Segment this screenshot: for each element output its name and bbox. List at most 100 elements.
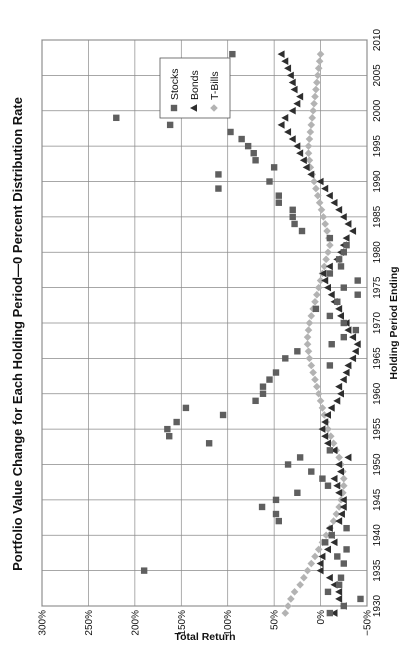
data-point-diamond — [339, 481, 348, 490]
data-point-square — [335, 581, 343, 588]
data-point-square — [324, 588, 332, 596]
x-tick-label: 2005 — [372, 64, 383, 87]
data-point-square — [275, 192, 282, 199]
data-point-diamond — [315, 57, 324, 66]
data-point-triangle — [281, 114, 289, 122]
legend-label: Bonds — [189, 70, 201, 100]
data-point-diamond — [315, 198, 324, 207]
data-point-triangle — [337, 312, 344, 320]
data-point-square — [166, 121, 174, 129]
data-point-diamond — [311, 297, 319, 306]
data-point-triangle — [335, 382, 343, 391]
data-point-triangle — [321, 432, 329, 440]
data-point-diamond — [304, 326, 313, 334]
data-point-triangle — [337, 467, 344, 476]
x-axis: 1930 1935 1940 1945 1950 1955 1960 1965 1970 1975… — [372, 28, 383, 617]
data-point-square — [275, 199, 282, 206]
data-point-diamond — [313, 78, 321, 87]
data-point-diamond — [316, 276, 325, 285]
x-tick-label: 1930 — [372, 594, 383, 617]
data-point-square — [282, 355, 289, 362]
data-point-diamond — [309, 106, 317, 115]
y-tick-label: 300% — [38, 610, 49, 636]
data-point-diamond — [319, 213, 328, 221]
data-point-triangle — [339, 375, 347, 384]
data-point-square — [219, 411, 227, 419]
data-point-triangle — [327, 404, 335, 412]
data-point-diamond — [322, 255, 330, 264]
data-point-square — [326, 362, 334, 369]
data-point-triangle — [333, 397, 341, 405]
data-point-diamond — [304, 347, 313, 356]
data-point-triangle — [286, 71, 294, 80]
data-point-diamond — [296, 580, 304, 589]
chart-rotated: Portfolio Value Change for Each Holding … — [10, 28, 400, 643]
data-point-square — [270, 164, 278, 171]
series-bonds — [277, 50, 361, 617]
y-axis: 300% 250% 200% 150% 100% 50% 0% −50% — [38, 610, 374, 636]
x-tick-label: 1960 — [372, 382, 383, 405]
data-point-square — [252, 397, 259, 405]
data-point-diamond — [323, 227, 331, 235]
data-point-triangle — [342, 234, 350, 242]
data-point-triangle — [330, 538, 338, 547]
x-tick-label: 1975 — [372, 276, 383, 299]
data-point-triangle — [339, 496, 347, 504]
data-point-triangle — [330, 198, 338, 207]
data-point-triangle — [281, 57, 289, 66]
data-point-triangle — [344, 453, 352, 462]
x-tick-label: 1945 — [372, 488, 383, 511]
data-point-triangle — [324, 411, 331, 419]
data-point-diamond — [313, 382, 321, 391]
data-point-square — [326, 270, 334, 277]
data-point-square — [340, 249, 347, 256]
data-point-square — [215, 185, 222, 192]
plot-area — [41, 39, 368, 617]
data-point-diamond — [324, 248, 332, 257]
data-point-triangle — [335, 588, 343, 596]
data-point-diamond — [332, 510, 341, 518]
x-tick-label: 1995 — [372, 135, 383, 158]
data-point-square — [166, 432, 173, 440]
data-point-triangle — [321, 276, 329, 285]
data-point-diamond — [324, 425, 332, 433]
data-point-triangle — [335, 595, 343, 603]
data-point-triangle — [319, 269, 327, 278]
data-point-triangle — [344, 326, 352, 334]
data-point-square — [326, 447, 334, 454]
data-point-triangle — [325, 191, 333, 200]
x-tick-label: 1990 — [372, 170, 383, 193]
data-point-triangle — [325, 524, 333, 532]
data-point-diamond — [305, 354, 314, 363]
data-point-diamond — [305, 135, 314, 143]
data-point-square — [140, 567, 148, 574]
data-point-square — [244, 142, 252, 150]
data-point-square — [326, 609, 334, 617]
data-point-square — [113, 114, 120, 122]
legend-label: Stocks — [169, 68, 181, 100]
data-point-diamond — [313, 290, 321, 299]
data-point-diamond — [335, 453, 343, 462]
data-point-square — [266, 376, 273, 383]
data-point-diamond — [305, 156, 314, 165]
data-point-triangle — [325, 573, 333, 582]
data-point-triangle — [324, 545, 331, 554]
data-point-square — [289, 213, 296, 221]
data-point-diamond — [309, 368, 317, 377]
data-point-triangle — [284, 128, 292, 136]
data-point-diamond — [317, 206, 326, 214]
data-point-square — [266, 178, 273, 185]
data-point-diamond — [310, 177, 318, 186]
data-point-diamond — [312, 85, 320, 94]
data-point-square — [328, 532, 335, 539]
data-point-triangle — [318, 552, 326, 561]
data-point-square — [215, 171, 222, 178]
data-point-diamond — [311, 92, 319, 101]
data-point-square — [182, 404, 190, 412]
data-point-diamond — [320, 262, 329, 271]
data-point-triangle — [344, 220, 352, 228]
data-point-diamond — [339, 474, 348, 483]
data-point-square — [312, 305, 320, 313]
series-layer — [113, 50, 364, 617]
data-point-triangle — [307, 170, 315, 179]
